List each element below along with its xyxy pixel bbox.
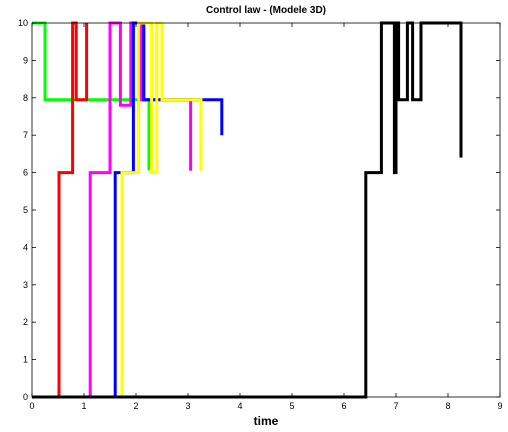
x-axis-ticks: 0 1 2 3 4 5 6 7 8 9 [29,23,503,411]
series-line-6 [32,21,463,399]
x-tick-label: 8 [445,401,450,411]
y-tick-label: 0 [23,392,28,402]
x-axis-label: time [254,414,279,428]
y-tick-label: 1 [23,355,28,365]
y-axis-ticks: 0 1 2 3 4 5 6 7 8 9 10 [18,18,500,402]
x-tick-label: 3 [185,401,190,411]
x-tick-label: 0 [29,401,34,411]
y-tick-label: 7 [23,130,28,140]
x-tick-label: 4 [237,401,242,411]
series-line-5 [32,21,203,399]
y-tick-label: 2 [23,317,28,327]
x-tick-label: 1 [81,401,86,411]
x-tick-label: 6 [341,401,346,411]
series-line-2 [32,21,89,399]
x-tick-label: 5 [289,401,294,411]
y-tick-label: 6 [23,168,28,178]
x-tick-label: 7 [393,401,398,411]
y-tick-label: 10 [18,18,28,28]
series-line-3 [32,21,193,399]
y-tick-label: 8 [23,93,28,103]
y-tick-label: 3 [23,280,28,290]
y-tick-label: 5 [23,205,28,215]
x-tick-label: 2 [133,401,138,411]
y-tick-label: 9 [23,55,28,65]
plot-frame [31,22,501,398]
plot-lines [32,21,463,399]
chart-title: Control law - (Modele 3D) [206,5,326,16]
y-tick-label: 4 [23,242,28,252]
x-tick-label: 9 [497,401,502,411]
